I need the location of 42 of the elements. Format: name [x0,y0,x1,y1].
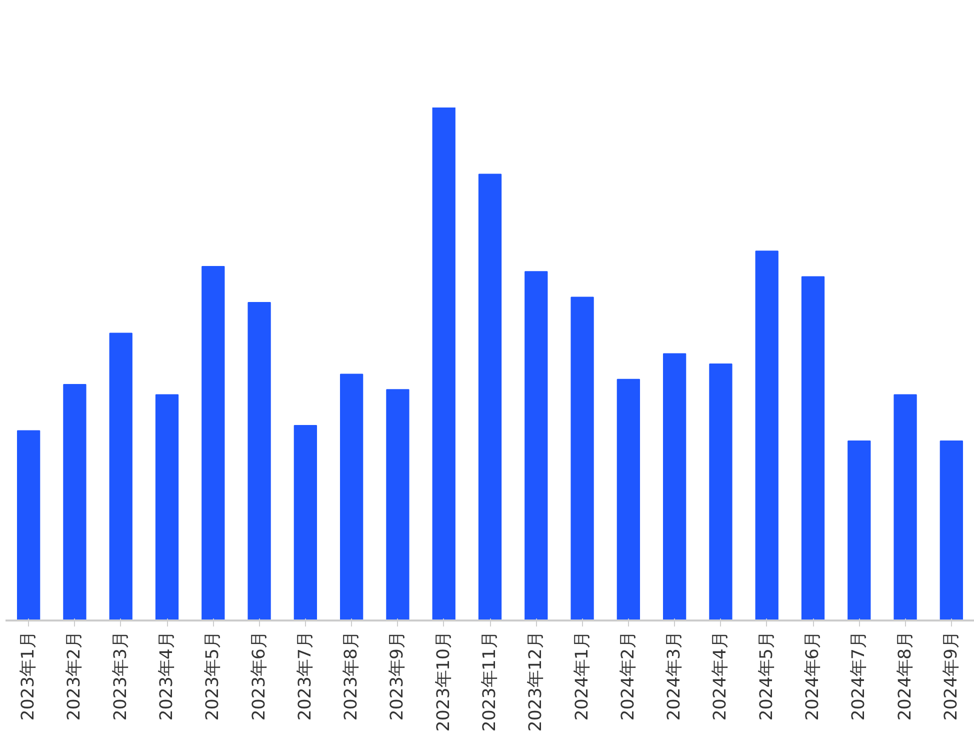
bar [432,108,456,620]
x-tick-label: 2023年7月 [295,632,316,721]
x-tick-label: 2023年12月 [526,631,546,732]
bar [848,440,871,620]
bar [755,250,778,620]
bar [294,425,318,620]
bar [616,378,640,620]
x-tick-label: 2024年9月 [941,632,962,721]
bar [109,332,132,620]
x-tick-label: 2023年4月 [157,632,177,721]
x-tick-label: 2024年2月 [618,632,638,721]
bar [155,394,179,620]
bar [386,389,410,620]
bar [63,384,86,620]
x-tick-label: 2023年5月 [203,632,224,721]
x-tick-label: 2023年8月 [342,632,362,721]
x-tick-label: 2023年6月 [249,632,270,721]
x-tick-label: 2023年3月 [110,632,131,721]
x-tick-label: 2023年2月 [64,632,85,721]
x-tick-label: 2024年4月 [710,632,731,721]
bar [709,364,732,620]
bar [248,302,271,620]
x-tick-label: 2024年6月 [803,632,823,721]
bar [662,353,686,620]
x-tick-label: 2024年7月 [849,632,870,721]
bar [524,271,548,620]
x-tick-label: 2023年10月 [434,631,454,732]
x-tick-label: 2024年1月 [572,632,592,721]
x-tick-label: 2024年3月 [664,632,685,721]
bar [340,374,364,620]
bar [801,276,825,620]
bar [478,174,502,620]
x-tick-label: 2023年1月 [18,632,39,721]
x-tick-label: 2023年9月 [388,632,408,721]
bar [894,394,917,620]
bar [940,440,964,620]
x-tick-label: 2024年5月 [756,632,777,721]
bar [570,296,594,620]
x-tick-label: 2024年8月 [895,632,916,721]
bar [202,266,225,620]
bar [16,430,40,620]
x-tick-label: 2023年11月 [480,631,500,732]
